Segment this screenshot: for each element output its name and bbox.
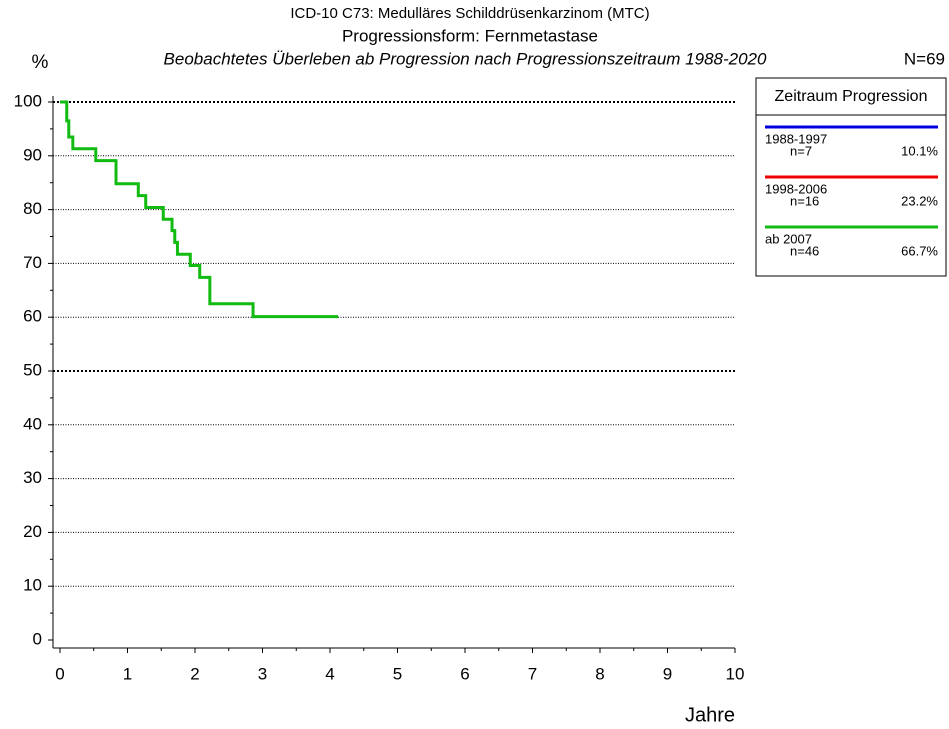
y-tick-label: 0: [33, 629, 42, 648]
x-tick-label: 2: [190, 664, 199, 683]
x-tick-label: 7: [528, 664, 537, 683]
y-tick-label: 10: [23, 576, 42, 595]
y-tick-label: 50: [23, 360, 42, 379]
x-tick-label: 4: [325, 664, 334, 683]
legend-label: 1988-1997: [765, 131, 827, 146]
chart-title: ICD-10 C73: Medulläres Schilddrüsenkarzi…: [290, 5, 649, 22]
total-count: N=69: [904, 49, 945, 68]
y-tick-label: 60: [23, 307, 42, 326]
legend-box: [755, 77, 947, 277]
x-axis-label: Jahre: [685, 704, 735, 726]
x-tick-label: 5: [393, 664, 402, 683]
x-tick-label: 10: [726, 664, 745, 683]
chart-subtitle: Progressionsform: Fernmetastase: [342, 26, 598, 45]
x-tick-label: 3: [258, 664, 267, 683]
x-tick-label: 9: [663, 664, 672, 683]
legend-share: 10.1%: [901, 143, 938, 158]
y-tick-label: 40: [23, 414, 42, 433]
x-tick-label: 0: [55, 664, 64, 683]
y-tick-label: 100: [14, 91, 42, 110]
x-tick-label: 1: [123, 664, 132, 683]
legend-count: n=7: [790, 143, 812, 158]
y-tick-label: 90: [23, 145, 42, 164]
legend-share: 66.7%: [901, 243, 938, 258]
y-tick-label: 30: [23, 468, 42, 487]
legend-label: 1998-2006: [765, 181, 827, 196]
chart-caption: Beobachtetes Überleben ab Progression na…: [164, 49, 767, 68]
y-axis-label: %: [32, 52, 49, 73]
survival-curve: [60, 100, 339, 319]
x-tick-label: 8: [595, 664, 604, 683]
y-tick-label: 70: [23, 253, 42, 272]
legend-label: ab 2007: [765, 231, 812, 246]
y-tick-label: 20: [23, 522, 42, 541]
y-tick-label: 80: [23, 199, 42, 218]
legend-title: Zeitraum Progression: [775, 88, 928, 105]
legend-count: n=46: [790, 243, 819, 258]
x-tick-label: 6: [460, 664, 469, 683]
legend-count: n=16: [790, 193, 819, 208]
legend-share: 23.2%: [901, 193, 938, 208]
